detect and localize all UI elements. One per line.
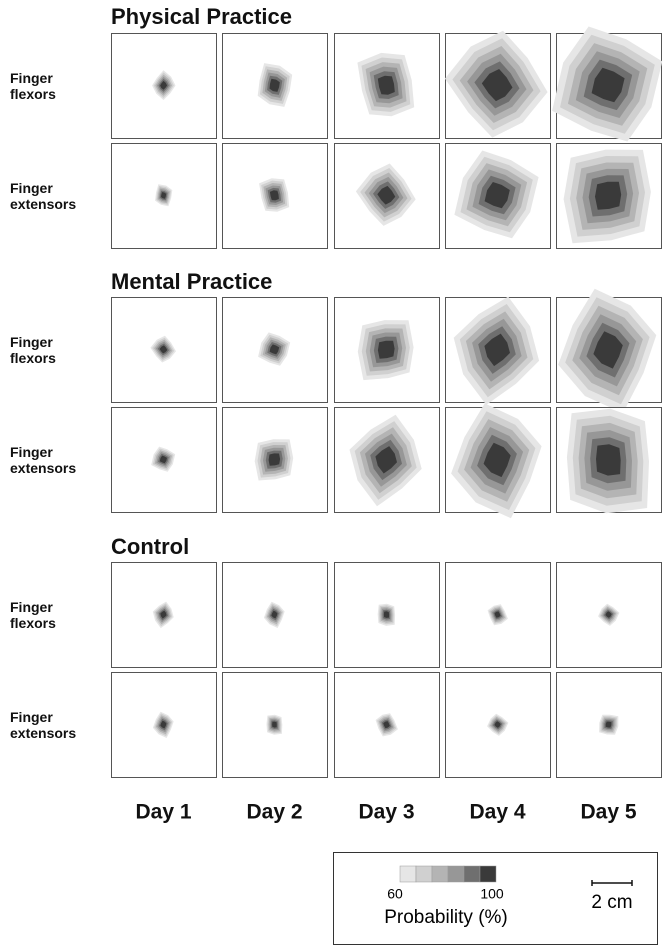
colorbar-swatch xyxy=(463,865,481,883)
column-label: Day 5 xyxy=(580,801,636,824)
probability-contour xyxy=(160,610,167,619)
probability-contour xyxy=(383,611,390,618)
colorbar-swatch xyxy=(415,865,433,883)
probability-contour xyxy=(484,333,510,367)
probability-contour xyxy=(595,181,622,210)
probability-contour xyxy=(160,80,168,90)
group-title: Mental Practice xyxy=(111,269,272,294)
probability-contour xyxy=(494,721,501,728)
probability-contour xyxy=(161,192,167,199)
probability-contour xyxy=(269,78,280,92)
probability-contour xyxy=(383,721,390,729)
probability-contour xyxy=(160,720,167,729)
colorbar-max: 100 xyxy=(480,886,504,902)
colorbar-min: 60 xyxy=(387,886,403,902)
probability-contour xyxy=(483,442,511,478)
column-label: Day 1 xyxy=(135,801,191,824)
colorbar-swatch xyxy=(431,865,449,883)
probability-contour xyxy=(605,721,612,728)
probability-contour xyxy=(271,610,278,619)
column-label: Day 4 xyxy=(469,801,525,824)
probability-contour xyxy=(605,611,612,618)
probability-contour xyxy=(269,344,280,355)
scale-label: 2 cm xyxy=(591,892,632,913)
probability-contour xyxy=(377,340,395,359)
row-label: Finger extensors xyxy=(10,443,77,476)
scale-bar xyxy=(591,880,633,886)
colorbar-swatch xyxy=(447,865,465,883)
group-title: Physical Practice xyxy=(111,4,292,29)
colorbar-swatch xyxy=(399,865,417,883)
probability-contour xyxy=(159,345,168,354)
probability-contour xyxy=(159,455,167,464)
row-label: Finger extensors xyxy=(10,708,77,741)
row-label: Finger extensors xyxy=(10,179,77,212)
probability-contour xyxy=(377,75,395,95)
row-label: Finger flexors xyxy=(10,69,56,102)
probability-contour xyxy=(494,611,501,618)
probability-contour xyxy=(272,721,277,728)
map-panel xyxy=(334,297,440,403)
probability-contour xyxy=(484,182,510,209)
probability-contour xyxy=(268,453,281,466)
colorbar-swatch xyxy=(479,865,497,883)
probability-contour xyxy=(596,444,621,476)
probability-contour xyxy=(593,331,623,369)
probability-contour xyxy=(269,190,279,201)
row-label: Finger flexors xyxy=(10,598,56,631)
column-label: Day 2 xyxy=(246,801,302,824)
probability-contour xyxy=(591,67,625,103)
probability-contour xyxy=(481,69,513,102)
column-label: Day 3 xyxy=(358,801,414,824)
probability-contour xyxy=(377,185,396,205)
group-title: Control xyxy=(111,534,189,559)
probability-contour xyxy=(375,446,397,474)
row-label: Finger flexors xyxy=(10,333,56,366)
colorbar-label: Probability (%) xyxy=(384,907,508,928)
